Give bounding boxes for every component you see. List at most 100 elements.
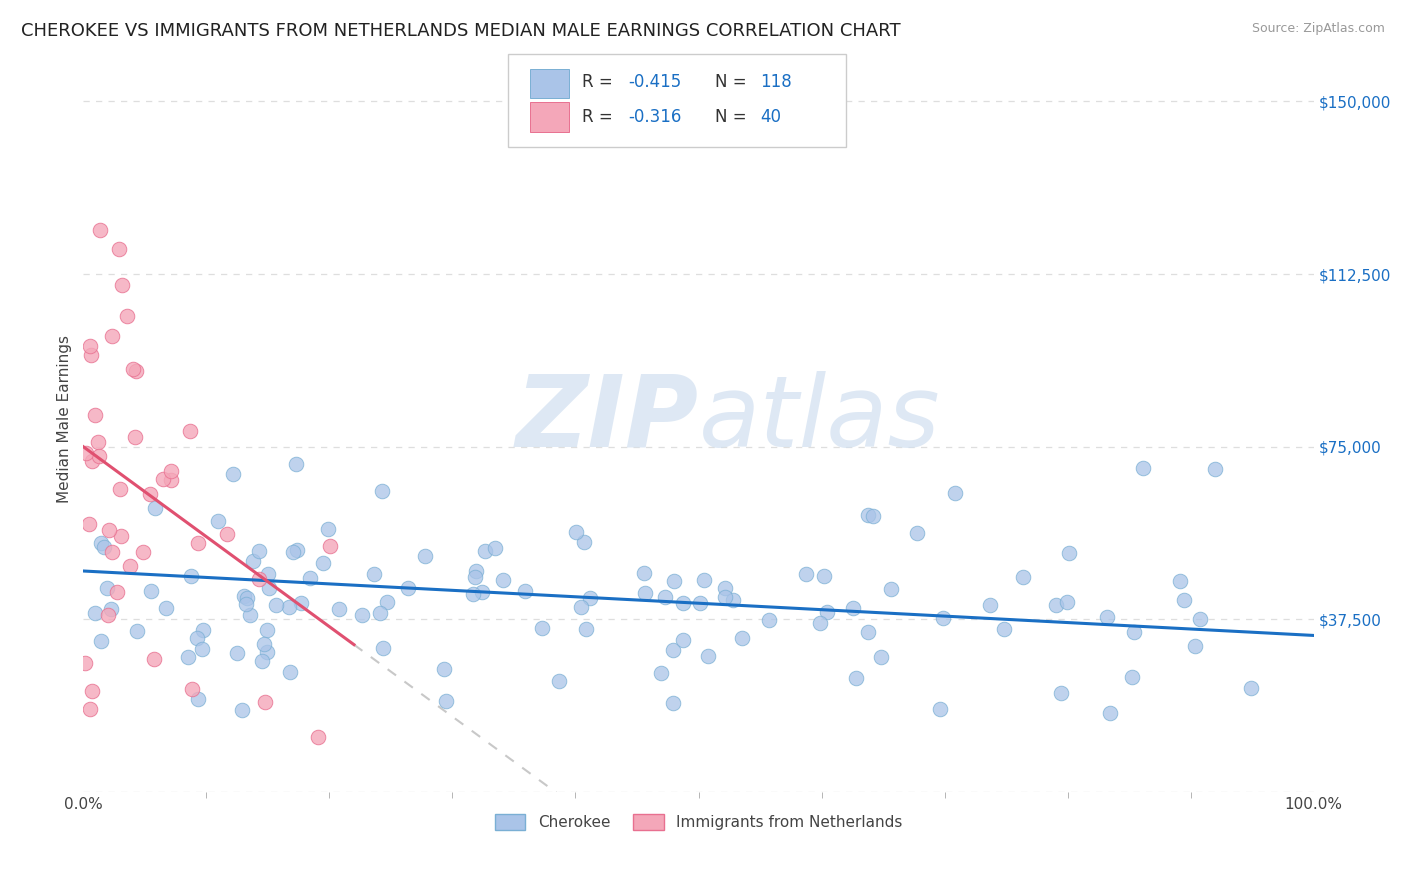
Point — [464, 570, 486, 584]
Point — [75, 446, 97, 460]
Point — [880, 582, 903, 596]
Point — [257, 581, 280, 595]
Text: CHEROKEE VS IMMIGRANTS FROM NETHERLANDS MEDIAN MALE EARNINGS CORRELATION CHART: CHEROKEE VS IMMIGRANTS FROM NETHERLANDS … — [21, 22, 901, 40]
Point — [993, 622, 1015, 636]
Point — [484, 541, 506, 556]
Point — [672, 633, 695, 648]
Point — [193, 623, 215, 637]
Point — [721, 592, 744, 607]
Point — [235, 597, 257, 611]
Point — [1170, 574, 1192, 589]
FancyBboxPatch shape — [508, 54, 846, 147]
Point — [434, 693, 457, 707]
Point — [100, 545, 122, 559]
Point — [813, 569, 835, 583]
Point — [1012, 570, 1035, 584]
Point — [572, 535, 595, 549]
Point — [115, 310, 138, 324]
Point — [122, 361, 145, 376]
Point — [350, 607, 373, 622]
Text: ZIP: ZIP — [516, 370, 699, 467]
Point — [464, 564, 486, 578]
Legend: Cherokee, Immigrants from Netherlands: Cherokee, Immigrants from Netherlands — [489, 808, 908, 837]
Point — [312, 556, 335, 570]
Point — [159, 473, 181, 487]
Point — [77, 516, 100, 531]
Point — [693, 573, 716, 587]
Point — [155, 600, 177, 615]
Point — [664, 574, 686, 588]
Point — [858, 508, 880, 522]
Point — [139, 487, 162, 501]
Text: N =: N = — [714, 108, 751, 126]
Point — [842, 601, 865, 615]
Point — [650, 666, 672, 681]
Point — [222, 467, 245, 481]
Point — [253, 637, 276, 651]
Point — [187, 692, 209, 706]
Point — [575, 622, 598, 636]
Point — [79, 702, 101, 716]
Point — [90, 634, 112, 648]
Point — [943, 486, 966, 500]
Point — [110, 529, 132, 543]
Point — [689, 596, 711, 610]
Point — [87, 435, 110, 450]
Text: R =: R = — [582, 73, 617, 91]
Point — [696, 648, 718, 663]
Point — [1173, 593, 1195, 607]
Point — [89, 223, 111, 237]
Y-axis label: Median Male Earnings: Median Male Earnings — [58, 335, 72, 503]
Text: 118: 118 — [761, 73, 792, 91]
Point — [1099, 706, 1122, 720]
Point — [375, 595, 398, 609]
Point — [290, 596, 312, 610]
Point — [565, 524, 588, 539]
Point — [794, 567, 817, 582]
Point — [277, 599, 299, 614]
Point — [928, 702, 950, 716]
Point — [80, 348, 103, 362]
Point — [236, 591, 259, 606]
Point — [1056, 595, 1078, 609]
Point — [396, 581, 419, 595]
Point — [179, 424, 201, 438]
Point — [233, 589, 256, 603]
Point — [713, 581, 735, 595]
Point — [231, 703, 253, 717]
Text: 40: 40 — [761, 108, 782, 126]
Point — [285, 543, 308, 558]
Point — [569, 599, 592, 614]
Text: -0.415: -0.415 — [628, 73, 682, 91]
Point — [461, 587, 484, 601]
Point — [83, 607, 105, 621]
Point — [1097, 610, 1119, 624]
Point — [100, 602, 122, 616]
Point — [368, 606, 391, 620]
Point — [239, 607, 262, 622]
Point — [207, 514, 229, 528]
Point — [108, 242, 131, 256]
Point — [492, 573, 515, 587]
Point — [191, 642, 214, 657]
Point — [307, 730, 329, 744]
Point — [471, 585, 494, 599]
Point — [254, 695, 277, 709]
Point — [83, 409, 105, 423]
Point — [108, 482, 131, 496]
Point — [1121, 670, 1143, 684]
Point — [143, 651, 166, 665]
Point — [433, 662, 456, 676]
Point — [931, 610, 953, 624]
Point — [1045, 599, 1067, 613]
Point — [180, 681, 202, 696]
Point — [370, 483, 392, 498]
Point — [226, 646, 249, 660]
Point — [845, 671, 868, 685]
Point — [1132, 461, 1154, 475]
Point — [278, 665, 301, 680]
Point — [714, 590, 737, 604]
Point — [97, 523, 120, 537]
Point — [371, 640, 394, 655]
Point — [180, 569, 202, 583]
